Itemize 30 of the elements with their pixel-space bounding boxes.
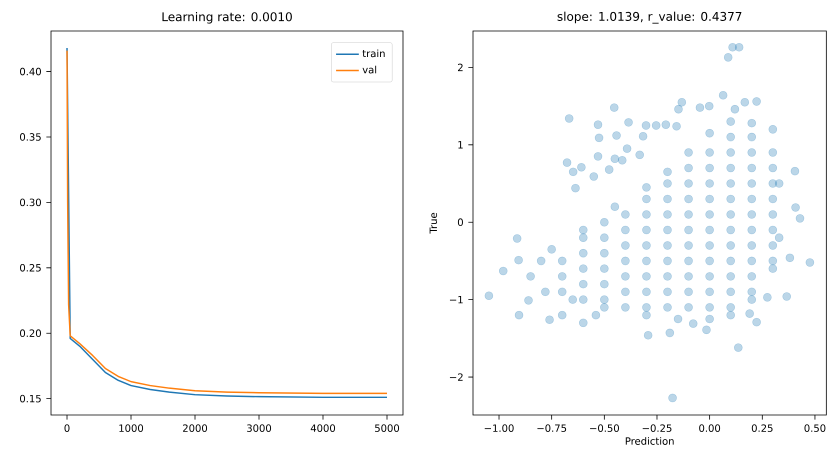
legend-label: val: [362, 66, 376, 74]
x-tick-label: 0.50: [804, 424, 826, 432]
y-tick-label: −2: [450, 373, 463, 381]
y-tick-label: 2: [458, 64, 463, 72]
y-tick-label: 0.35: [20, 133, 41, 141]
y-tick-label: 0.25: [20, 264, 41, 272]
y-axis-title: True: [430, 212, 438, 234]
x-tick-label: −0.25: [642, 424, 672, 432]
x-axis-title: Prediction: [626, 437, 674, 445]
x-tick-label: 1000: [119, 424, 144, 432]
y-tick-label: 0.40: [20, 68, 41, 76]
x-tick-label: −0.50: [590, 424, 619, 432]
legend-label: train: [362, 49, 385, 58]
y-tick-label: −1: [450, 296, 463, 304]
chart-title: slope: 1.0139, r_value: 0.4377: [558, 12, 742, 24]
x-tick-label: −1.00: [484, 424, 514, 432]
x-tick-label: 0.25: [752, 424, 773, 432]
y-tick-label: 0.20: [20, 329, 41, 337]
x-tick-label: 4000: [310, 424, 336, 432]
y-tick-label: 0.15: [20, 394, 41, 402]
x-tick-label: 3000: [247, 424, 272, 432]
x-tick-label: 0: [64, 424, 70, 432]
x-tick-label: −0.75: [537, 424, 566, 432]
x-tick-label: 5000: [375, 424, 400, 432]
chart-title: Learning rate: 0.0010: [162, 12, 292, 24]
x-tick-label: 2000: [183, 424, 208, 432]
y-tick-label: 0.30: [20, 198, 41, 206]
y-tick-label: 1: [458, 141, 463, 148]
y-tick-label: 0: [458, 218, 463, 226]
x-tick-label: 0.00: [699, 424, 720, 432]
